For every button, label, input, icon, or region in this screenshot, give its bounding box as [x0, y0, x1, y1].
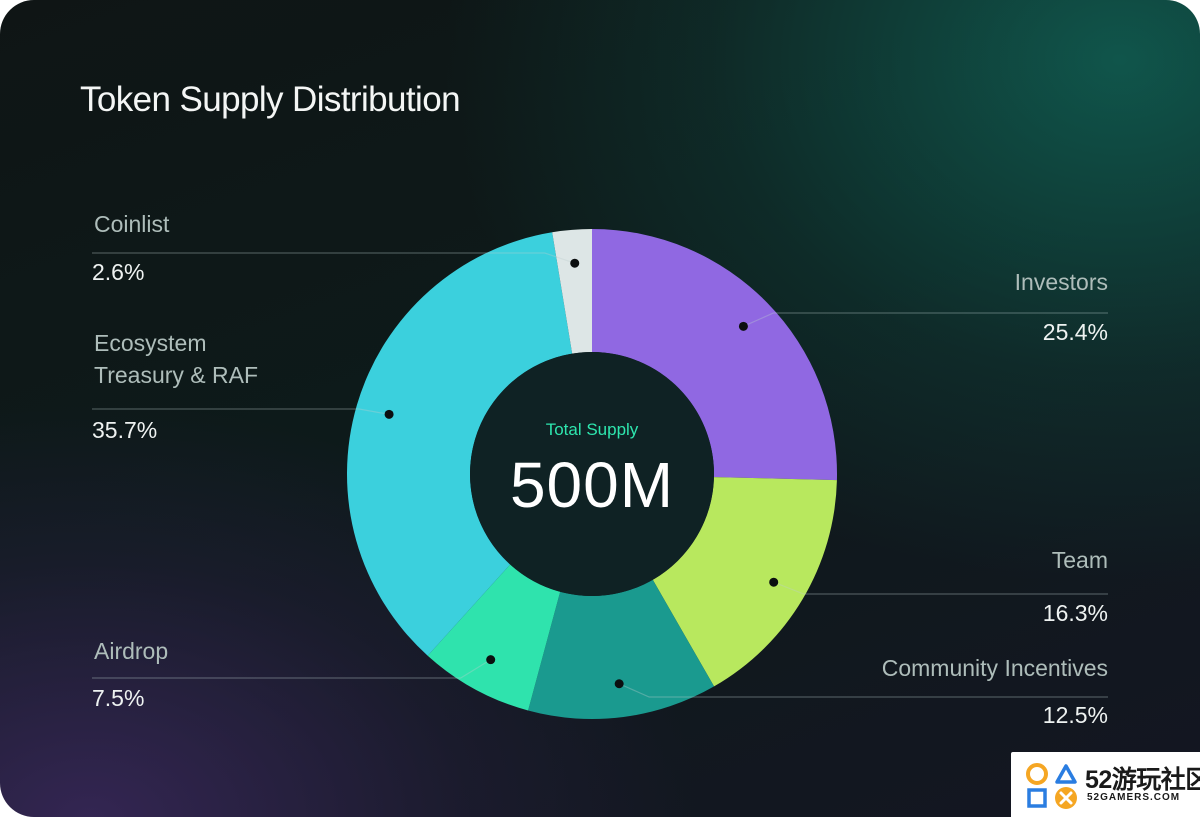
watermark-badge: 52游玩社区 52GAMERS.COM	[1011, 752, 1200, 817]
slice-team	[652, 477, 837, 687]
watermark-cn-text: 52游玩社区	[1085, 766, 1200, 794]
label-community-pct: 12.5%	[1042, 702, 1108, 728]
leader-line-community-incentives	[618, 683, 1108, 698]
donut-hole	[470, 352, 714, 596]
slice-marker-airdrop	[486, 655, 496, 665]
gamepad-symbols-icon	[1026, 763, 1077, 809]
chart-title: Token Supply Distribution	[80, 80, 461, 119]
leader-line-investors	[743, 312, 1108, 327]
slice-airdrop	[427, 564, 561, 711]
slice-ecosystem-treasury-raf	[347, 232, 573, 656]
label-airdrop-pct: 7.5%	[92, 685, 145, 711]
slice-community-incentives	[528, 579, 715, 719]
leader-line-team	[773, 581, 1108, 595]
label-investors-name: Investors	[1014, 269, 1108, 295]
watermark-en-text: 52GAMERS.COM	[1087, 792, 1181, 803]
total-supply-value: 500M	[509, 449, 675, 521]
label-team-pct: 16.3%	[1042, 600, 1108, 626]
slice-marker-investors	[738, 321, 748, 331]
leader-line-ecosystem-treasury-raf	[92, 408, 390, 415]
slice-coinlist	[552, 229, 592, 354]
label-investors-pct: 25.4%	[1042, 319, 1108, 345]
slice-marker-ecosystem-treasury-raf	[384, 409, 394, 419]
slice-marker-team	[769, 577, 779, 587]
label-coinlist-pct: 2.6%	[92, 259, 145, 285]
label-ecosystem-name-line2: Treasury & RAF	[94, 362, 259, 388]
slice-marker-coinlist	[570, 258, 580, 268]
slice-investors	[592, 229, 837, 481]
leader-line-coinlist	[92, 252, 575, 264]
label-airdrop-name: Airdrop	[94, 638, 169, 664]
label-community-name: Community Incentives	[881, 655, 1108, 681]
label-team-name: Team	[1051, 547, 1108, 573]
slice-marker-community-incentives	[614, 679, 624, 689]
label-ecosystem-name-line1: Ecosystem	[94, 330, 207, 356]
label-coinlist-name: Coinlist	[94, 211, 170, 237]
total-supply-caption: Total Supply	[545, 420, 639, 439]
label-ecosystem-pct: 35.7%	[92, 417, 158, 443]
leader-line-airdrop	[92, 659, 492, 679]
